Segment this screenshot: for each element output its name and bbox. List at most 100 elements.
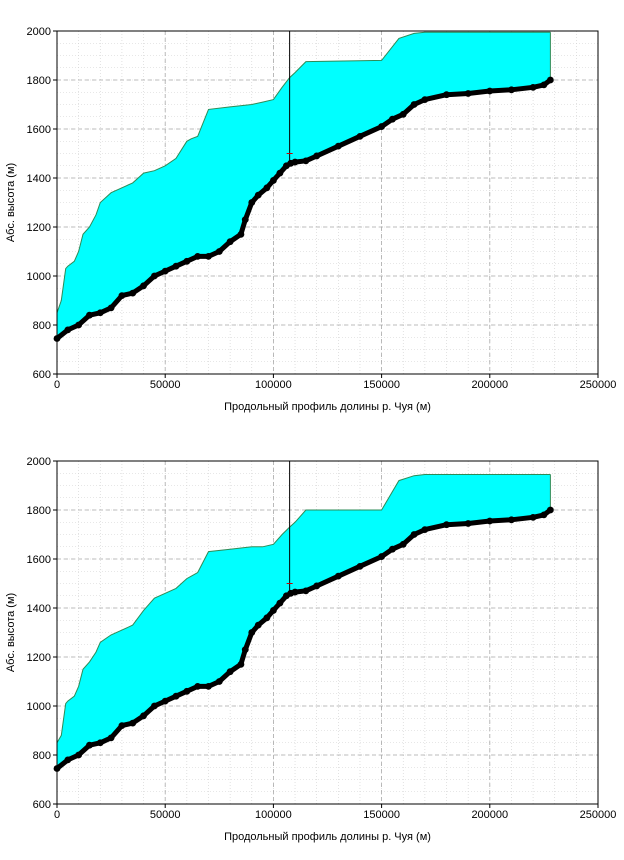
- river-profile-point: [270, 607, 277, 614]
- river-profile-point: [378, 553, 385, 560]
- river-profile-point: [107, 734, 115, 742]
- river-profile-point: [421, 526, 429, 533]
- y-axis-title: Абс. высота (м): [5, 163, 17, 242]
- river-profile-point: [291, 158, 299, 166]
- y-tick-label: 2000: [27, 26, 51, 38]
- river-profile-point: [540, 81, 548, 89]
- river-profile-point: [356, 562, 364, 570]
- river-profile-point: [64, 326, 72, 334]
- upper-boundary-line: [56, 31, 551, 313]
- x-axis-title: Продольный профиль долины р. Чуя (м): [224, 401, 431, 413]
- river-profile-point: [248, 629, 256, 636]
- river-profile-point: [140, 712, 147, 720]
- river-profile-point: [194, 253, 202, 260]
- river-profile-point: [486, 517, 494, 525]
- river-profile-point: [226, 668, 234, 676]
- river-profile-point: [86, 741, 93, 749]
- river-profile-point: [194, 683, 202, 690]
- river-profile-point: [183, 257, 191, 265]
- x-tick-label: 100000: [255, 379, 292, 391]
- river-profile-point: [107, 304, 115, 312]
- y-tick-label: 800: [33, 320, 51, 332]
- x-tick-label: 0: [54, 379, 60, 391]
- river-profile-point: [237, 660, 245, 668]
- x-tick-label: 100000: [255, 809, 292, 821]
- river-profile-point: [313, 582, 321, 590]
- x-tick-label: 0: [54, 809, 60, 821]
- river-profile-point: [205, 683, 212, 690]
- river-profile-point: [378, 123, 385, 130]
- river-profile-point: [226, 238, 234, 246]
- river-profile-point: [508, 86, 515, 94]
- river-profile-point: [291, 588, 299, 596]
- river-profile-point: [254, 191, 262, 199]
- river-profile-point: [302, 587, 310, 595]
- y-tick-label: 1600: [27, 554, 51, 566]
- chart-2: 0 50000 100000 150000 200000 250000 600 800 1000…: [5, 456, 616, 843]
- x-tick-label: 200000: [471, 809, 508, 821]
- y-tick-label: 800: [33, 750, 51, 762]
- y-tick-label: 1000: [27, 701, 51, 713]
- river-profile-point: [443, 91, 450, 99]
- river-profile-point: [172, 262, 180, 270]
- river-profile-point: [529, 83, 537, 91]
- x-tick-label: 200000: [471, 379, 508, 391]
- river-profile-point: [443, 521, 450, 529]
- river-profile-point: [399, 540, 407, 548]
- river-profile-point: [334, 142, 342, 150]
- river-profile-point: [464, 520, 472, 527]
- river-profile-point: [302, 157, 310, 165]
- x-tick-label: 250000: [580, 379, 617, 391]
- river-profile-point: [276, 169, 284, 177]
- river-profile-point: [421, 96, 429, 103]
- river-profile-point: [86, 311, 93, 319]
- river-profile-point: [540, 511, 548, 519]
- river-profile-point: [215, 678, 223, 685]
- river-profile-point: [241, 646, 249, 654]
- river-profile-point: [508, 516, 515, 524]
- y-tick-label: 1600: [27, 124, 51, 136]
- river-profile-point: [161, 697, 169, 705]
- river-profile-point: [276, 599, 284, 607]
- y-axis-title: Абс. высота (м): [5, 593, 17, 672]
- river-profile-point: [399, 110, 407, 118]
- river-profile-point: [356, 132, 364, 140]
- river-profile-point: [75, 321, 83, 329]
- x-tick-label: 50000: [150, 379, 181, 391]
- river-profile-point: [334, 572, 342, 580]
- x-axis-title: Продольный профиль долины р. Чуя (м): [224, 831, 431, 843]
- river-profile-point: [205, 253, 212, 260]
- river-profile-point: [118, 292, 126, 299]
- river-profile-point: [546, 506, 554, 514]
- river-profile-point: [270, 177, 277, 184]
- river-profile-point: [161, 267, 169, 275]
- river-profile-point: [486, 87, 494, 95]
- y-tick-label: 600: [33, 369, 51, 381]
- y-tick-label: 2000: [27, 456, 51, 468]
- y-tick-label: 1200: [27, 222, 51, 234]
- river-profile-point: [263, 184, 271, 192]
- river-profile-point: [183, 687, 191, 695]
- river-profile-point: [150, 272, 158, 280]
- river-profile-point: [529, 513, 537, 521]
- river-profile-point: [215, 248, 223, 255]
- river-profile-point: [546, 76, 554, 84]
- river-profile-point: [129, 719, 137, 727]
- river-profile-point: [96, 739, 104, 747]
- river-profile-point: [313, 152, 321, 160]
- plot-frame: [56, 460, 599, 805]
- y-tick-label: 1400: [27, 173, 51, 185]
- river-profile-point: [389, 115, 396, 123]
- y-tick-label: 1800: [27, 505, 51, 517]
- river-profile-point: [129, 289, 137, 297]
- river-profile-point: [389, 545, 396, 553]
- river-profile-point: [96, 309, 104, 317]
- river-profile-point: [241, 216, 249, 224]
- x-tick-label: 150000: [363, 379, 400, 391]
- river-profile-point: [464, 90, 472, 97]
- river-profile-point: [410, 101, 418, 108]
- y-tick-label: 1800: [27, 75, 51, 87]
- river-profile-point: [140, 282, 147, 290]
- x-tick-label: 150000: [363, 809, 400, 821]
- river-profile-point: [254, 621, 262, 629]
